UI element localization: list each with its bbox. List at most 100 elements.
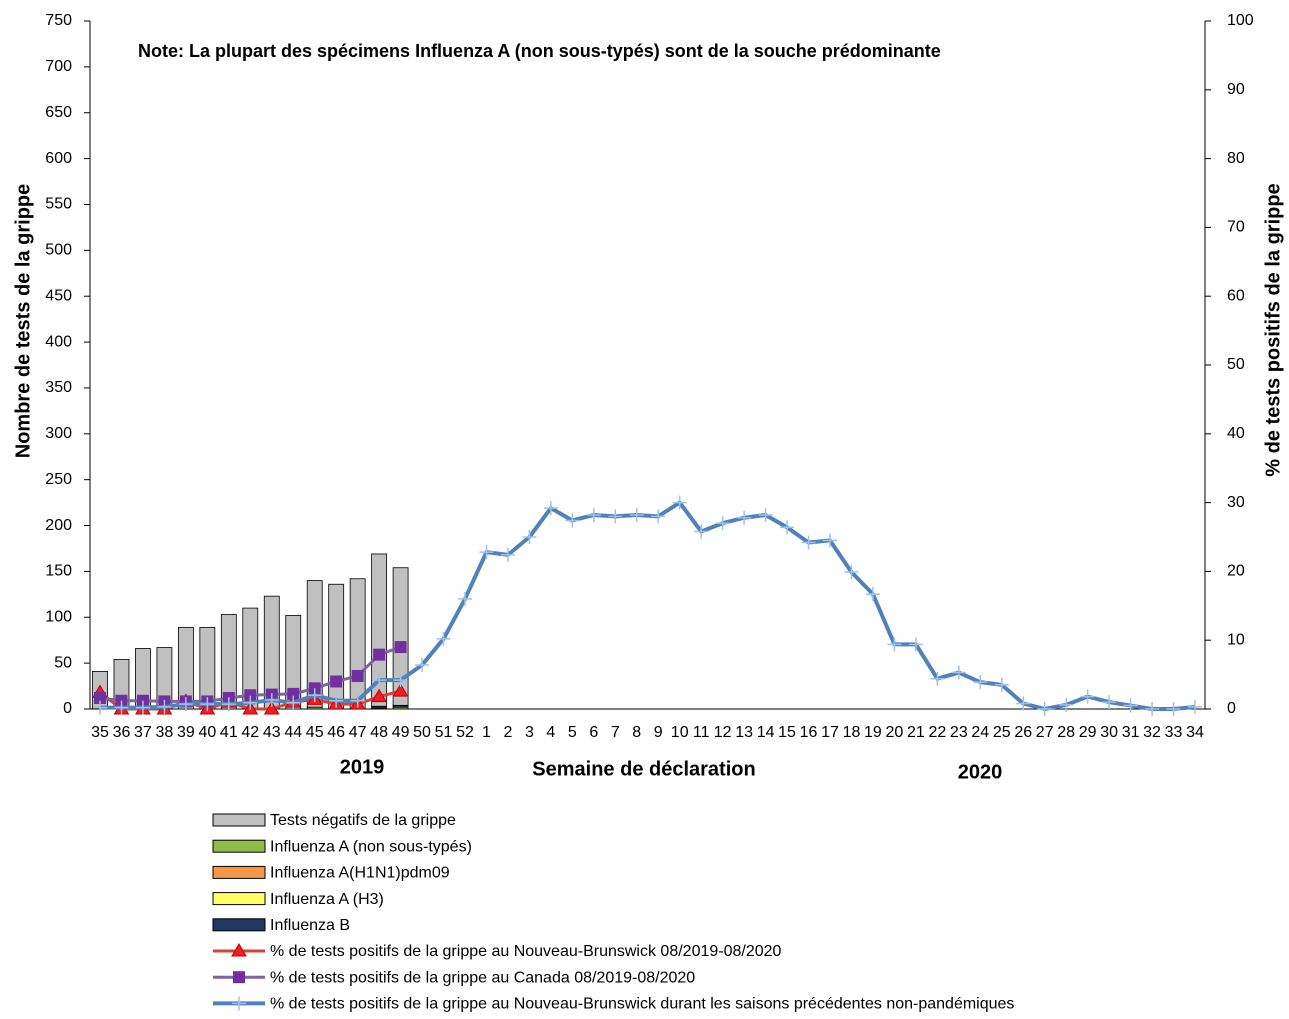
y-tick-label: 250 [45,471,72,488]
x-tick-label: 16 [800,724,818,741]
y2-tick-label: 60 [1227,287,1245,304]
x-tick-label: 29 [1079,724,1097,741]
y2-tick-label: 90 [1227,81,1245,98]
marker [1059,697,1074,712]
x-tick-label: 32 [1143,724,1161,741]
legend-swatch [212,918,266,932]
marker [287,687,300,700]
y2-tick-label: 10 [1227,631,1245,648]
x-tick-label: 21 [907,724,925,741]
marker [371,688,387,703]
year-label: 2020 [958,761,1003,783]
marker [1166,702,1181,716]
x-tick-label: 48 [370,724,388,741]
y2-tick-label: 40 [1227,425,1245,442]
y2-tick-label: 100 [1227,12,1254,29]
marker [157,699,172,714]
y-tick-label: 600 [45,150,72,167]
x-tick-label: 46 [327,724,345,741]
legend-label: Influenza B [270,917,350,934]
marker [1016,696,1031,711]
y-tick-label: 100 [45,608,72,625]
y-tick-label: 350 [45,379,72,396]
marker [522,530,537,544]
legend-label: Tests négatifs de la grippe [270,812,456,829]
marker [737,510,752,525]
marker [887,637,902,652]
x-tick-label: 34 [1186,724,1204,741]
x-tick-label: 24 [971,724,989,741]
legend-label: Influenza A (non sous-typés) [270,838,472,855]
y-tick-label: 150 [45,563,72,580]
marker [178,697,193,712]
x-tick-label: 31 [1122,724,1140,741]
marker [393,673,408,688]
x-tick-label: 42 [241,724,259,741]
y2-tick-label: 70 [1227,219,1245,236]
marker [930,671,945,686]
bar [349,578,366,710]
marker [243,695,258,710]
legend-swatch [212,813,266,827]
x-tick-label: 39 [177,724,195,741]
marker [286,695,301,710]
x-tick-label: 9 [654,724,663,741]
marker [629,507,644,522]
legend-label: % de tests positifs de la grippe au Cana… [270,969,695,986]
marker [1188,699,1202,714]
marker [350,693,365,708]
x-tick-label: 18 [843,724,861,741]
x-tick-label: 5 [568,724,577,741]
y-axis-label: Nombre de tests de la grippe [12,184,34,459]
x-tick-label: 37 [134,724,152,741]
marker [543,501,558,516]
marker [780,520,795,535]
y-tick-label: 0 [63,700,72,717]
marker [351,669,364,682]
marker [500,547,515,562]
marker [93,700,107,715]
x-tick-label: 28 [1057,724,1075,741]
marker [479,545,494,560]
x-tick-label: 45 [306,724,324,741]
x-tick-label: 7 [611,724,620,741]
marker [1145,702,1160,716]
marker [758,507,773,522]
bar [392,567,409,706]
marker [264,693,279,708]
marker [1037,702,1052,716]
x-tick-label: 13 [735,724,753,741]
marker [694,524,709,539]
marker [586,507,601,522]
x-tick-label: 30 [1100,724,1118,741]
x-tick-label: 14 [757,724,775,741]
y-tick-label: 50 [54,654,72,671]
marker [1080,689,1095,704]
x-tick-label: 51 [435,724,453,741]
x-tick-label: 8 [632,724,641,741]
x-tick-label: 49 [392,724,410,741]
y2-tick-label: 80 [1227,150,1245,167]
x-tick-label: 6 [589,724,598,741]
y-tick-label: 700 [45,58,72,75]
marker [330,675,343,688]
marker [801,535,816,550]
legend-swatch [212,839,266,853]
legend-swatch [212,892,266,906]
bar [328,583,345,710]
marker [951,665,966,680]
marker [415,657,430,672]
y2-tick-label: 30 [1227,494,1245,511]
x-tick-label: 20 [886,724,904,741]
y-tick-label: 450 [45,287,72,304]
marker [372,673,387,688]
marker [436,631,451,646]
legend-label: % de tests positifs de la grippe au Nouv… [270,943,782,960]
marker [94,691,106,704]
legend-label: % de tests positifs de la grippe au Nouv… [270,996,1014,1013]
marker [200,697,215,712]
marker [1102,695,1117,710]
marker [651,509,666,524]
x-tick-label: 25 [993,724,1011,741]
bar [306,580,323,708]
